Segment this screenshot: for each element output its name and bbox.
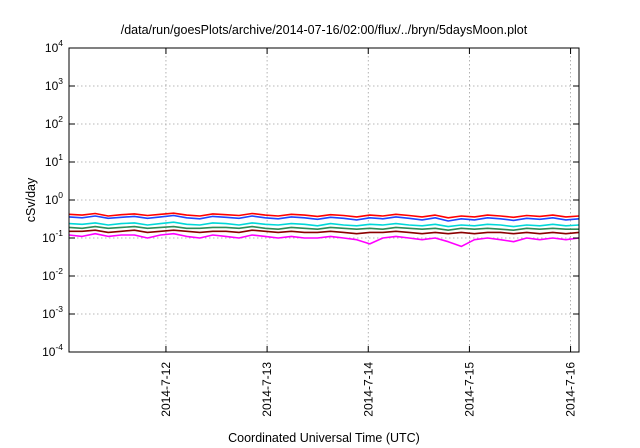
y-tick-label: 100 (45, 190, 63, 207)
y-tick-label: 10-4 (42, 342, 63, 359)
y-tick-label: 103 (45, 76, 63, 93)
x-tick-label: 2014-7-15 (462, 362, 476, 417)
series-line (68, 221, 580, 228)
x-axis-label: Coordinated Universal Time (UTC) (228, 431, 420, 445)
grid-layer (69, 48, 579, 352)
series-layer (68, 212, 580, 248)
y-tick-label: 10-3 (42, 304, 63, 321)
y-tick-label: 10-2 (42, 266, 63, 283)
series-line (68, 212, 580, 219)
chart-title: /data/run/goesPlots/archive/2014-07-16/0… (121, 23, 528, 37)
y-axis-label: cSv/day (24, 177, 38, 222)
x-tick-label: 2014-7-16 (564, 362, 578, 417)
series-line (69, 229, 580, 235)
x-tick-label: 2014-7-13 (260, 362, 274, 417)
y-tick-label: 102 (45, 114, 63, 131)
series-line (68, 214, 580, 222)
y-tick-label: 10-1 (42, 228, 63, 245)
x-tick-label: 2014-7-12 (159, 362, 173, 417)
x-tick-label: 2014-7-14 (361, 362, 375, 417)
series-line (68, 232, 580, 248)
y-tick-label: 101 (45, 152, 63, 169)
ticks-layer: 104 103 102 101 100 10-1 10-2 10-3 10-4 2014-7-12… (42, 38, 579, 417)
y-tick-label: 104 (45, 38, 63, 55)
series-line (68, 225, 579, 231)
